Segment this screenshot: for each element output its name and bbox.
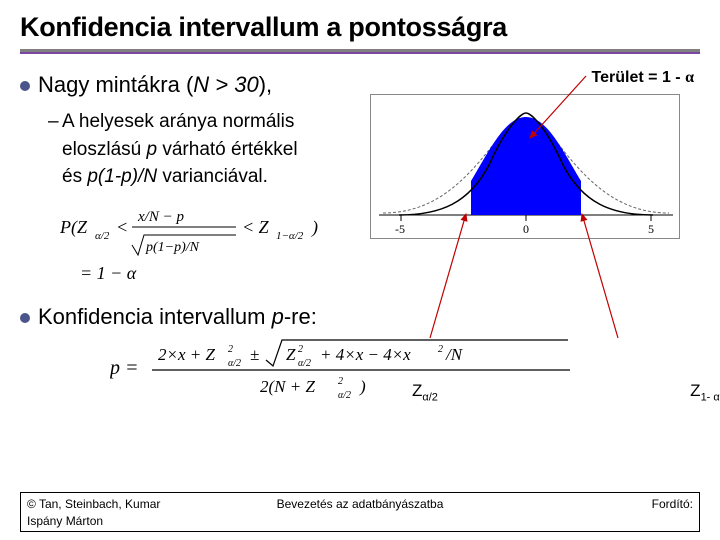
svg-text:p =: p = — [110, 357, 139, 379]
svg-text:5: 5 — [648, 222, 654, 236]
sub1-line3a: és — [62, 166, 87, 187]
bullet-dot-icon — [20, 313, 30, 323]
svg-text:= 1 − α: = 1 − α — [80, 263, 137, 283]
svg-text:< Z: < Z — [242, 217, 270, 237]
svg-text:<: < — [116, 217, 128, 237]
svg-text:2(N + Z: 2(N + Z — [260, 377, 315, 396]
bullet-dot-icon — [20, 81, 30, 91]
bullet-2: Konfidencia intervallum p-re: — [20, 304, 700, 330]
svg-text:-5: -5 — [395, 222, 405, 236]
bullet2-it: p — [272, 304, 284, 329]
svg-text:±: ± — [250, 345, 259, 364]
bullet1-suffix: ), — [259, 72, 272, 97]
svg-text:1−α/2: 1−α/2 — [276, 230, 304, 242]
bullet2-b: -re: — [284, 304, 317, 329]
footer-left: © Tan, Steinbach, Kumar — [27, 497, 160, 511]
title-block: Konfidencia intervallum a pontosságra — [20, 12, 700, 54]
z-left-label: Zα/2 — [412, 381, 438, 403]
sub1-line2a: eloszlású — [62, 139, 147, 160]
svg-text:α/2: α/2 — [338, 390, 351, 401]
svg-text:2: 2 — [298, 344, 303, 355]
z-right-label: Z1- α /2 — [690, 381, 720, 403]
svg-text:P(Z: P(Z — [60, 217, 88, 238]
bullet-1: Nagy mintákra (N > 30), — [20, 72, 360, 98]
sub1-line2b: várható értékkel — [157, 139, 297, 160]
svg-text:2×x + Z: 2×x + Z — [158, 345, 215, 364]
svg-text:+ 4×x − 4×x: + 4×x − 4×x — [320, 345, 411, 364]
svg-text:α/2: α/2 — [298, 358, 311, 369]
title-divider — [20, 49, 700, 54]
svg-text:p(1−p)/N: p(1−p)/N — [145, 240, 200, 255]
area-label: Terület = 1 - α — [592, 69, 694, 87]
svg-text:α/2: α/2 — [95, 230, 110, 242]
svg-text:α/2: α/2 — [228, 358, 241, 369]
svg-text:x/N − p: x/N − p — [137, 209, 184, 225]
svg-text:): ) — [311, 217, 318, 238]
formula-1: P(Z α/2 < x/N − p p(1−p)/N < Z 1−α/2 ) — [60, 201, 360, 294]
svg-text:2: 2 — [228, 344, 233, 355]
svg-text:0: 0 — [523, 222, 529, 236]
svg-text:2: 2 — [338, 376, 343, 387]
footer-bottom: Ispány Márton — [27, 514, 103, 528]
normal-dist-chart: -5 0 5 — [370, 94, 680, 239]
footer-right: Fordító: — [652, 497, 693, 511]
svg-text:2: 2 — [438, 344, 443, 355]
svg-text:Z: Z — [286, 345, 296, 364]
svg-text:): ) — [359, 377, 366, 396]
svg-text:/N: /N — [445, 345, 464, 364]
bullet2-a: Konfidencia intervallum — [38, 304, 272, 329]
sub1-line3b: varianciával. — [157, 166, 268, 187]
slide-title: Konfidencia intervallum a pontosságra — [20, 12, 700, 43]
bullet1-prefix: Nagy mintákra ( — [38, 72, 193, 97]
content-area: Nagy mintákra (N > 30), –A helyesek arán… — [20, 56, 700, 409]
footer: © Tan, Steinbach, Kumar Bevezetés az ada… — [20, 492, 700, 532]
sub1-line3-it: p(1-p)/N — [87, 166, 157, 187]
z-labels: Zα/2 Z1- α /2 — [412, 381, 720, 403]
bullet1-italic: N > 30 — [193, 72, 258, 97]
sub-bullet-1: –A helyesek aránya normális eloszlású p … — [48, 108, 360, 191]
footer-mid: Bevezetés az adatbányászatba — [277, 497, 444, 511]
sub1-line2-it: p — [147, 139, 158, 160]
sub1-line1: A helyesek aránya normális — [62, 111, 294, 132]
